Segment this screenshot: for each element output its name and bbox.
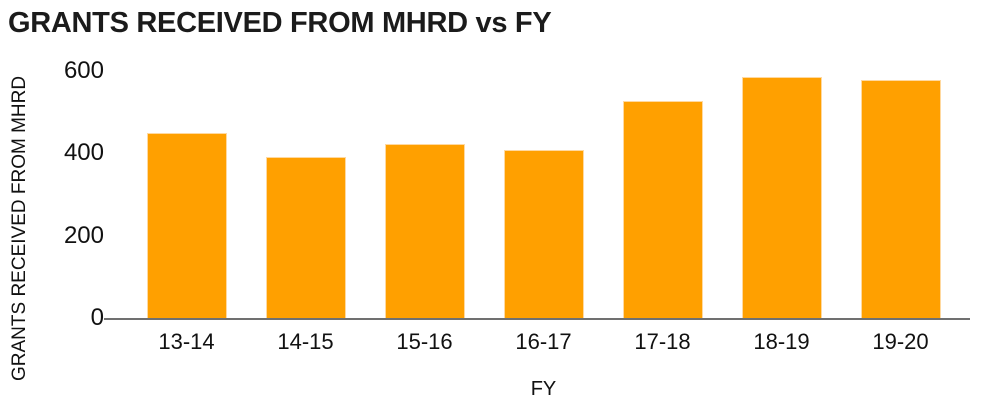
x-label-18-19: 18-19 [753, 329, 810, 354]
bar-slot-16-17 [484, 60, 603, 318]
bar-slot-18-19 [722, 60, 841, 318]
y-tick-600: 600 [63, 57, 104, 84]
x-axis-tick-labels: 13-14 14-15 15-16 16-17 17-18 18-19 19-20 [127, 329, 960, 355]
bar-17-18 [622, 101, 703, 318]
bar-19-20 [860, 80, 941, 318]
x-label-17-18: 17-18 [634, 329, 691, 354]
x-label-19-20: 19-20 [872, 329, 929, 354]
bar-slot-19-20 [841, 60, 960, 318]
bar-slot-15-16 [365, 60, 484, 318]
y-tick-200: 200 [63, 221, 104, 249]
x-label-14-15: 14-15 [277, 329, 334, 354]
bar-slot-14-15 [246, 60, 365, 318]
bar-15-16 [384, 144, 465, 318]
bar-18-19 [741, 77, 822, 318]
plot-area [127, 60, 960, 318]
x-label-15-16: 15-16 [396, 329, 453, 354]
bar-slot-13-14 [127, 60, 246, 318]
chart-title: GRANTS RECEIVED FROM MHRD vs FY [8, 7, 552, 39]
x-label-13-14: 13-14 [158, 329, 215, 354]
x-label-16-17: 16-17 [515, 329, 572, 354]
bar-13-14 [146, 133, 227, 318]
x-axis-line [104, 318, 970, 320]
bar-16-17 [503, 150, 584, 318]
bar-14-15 [265, 157, 346, 318]
y-tick-0: 0 [90, 304, 104, 331]
y-tick-400: 400 [63, 139, 104, 167]
bar-slot-17-18 [603, 60, 722, 318]
x-axis-title: FY [530, 378, 557, 400]
